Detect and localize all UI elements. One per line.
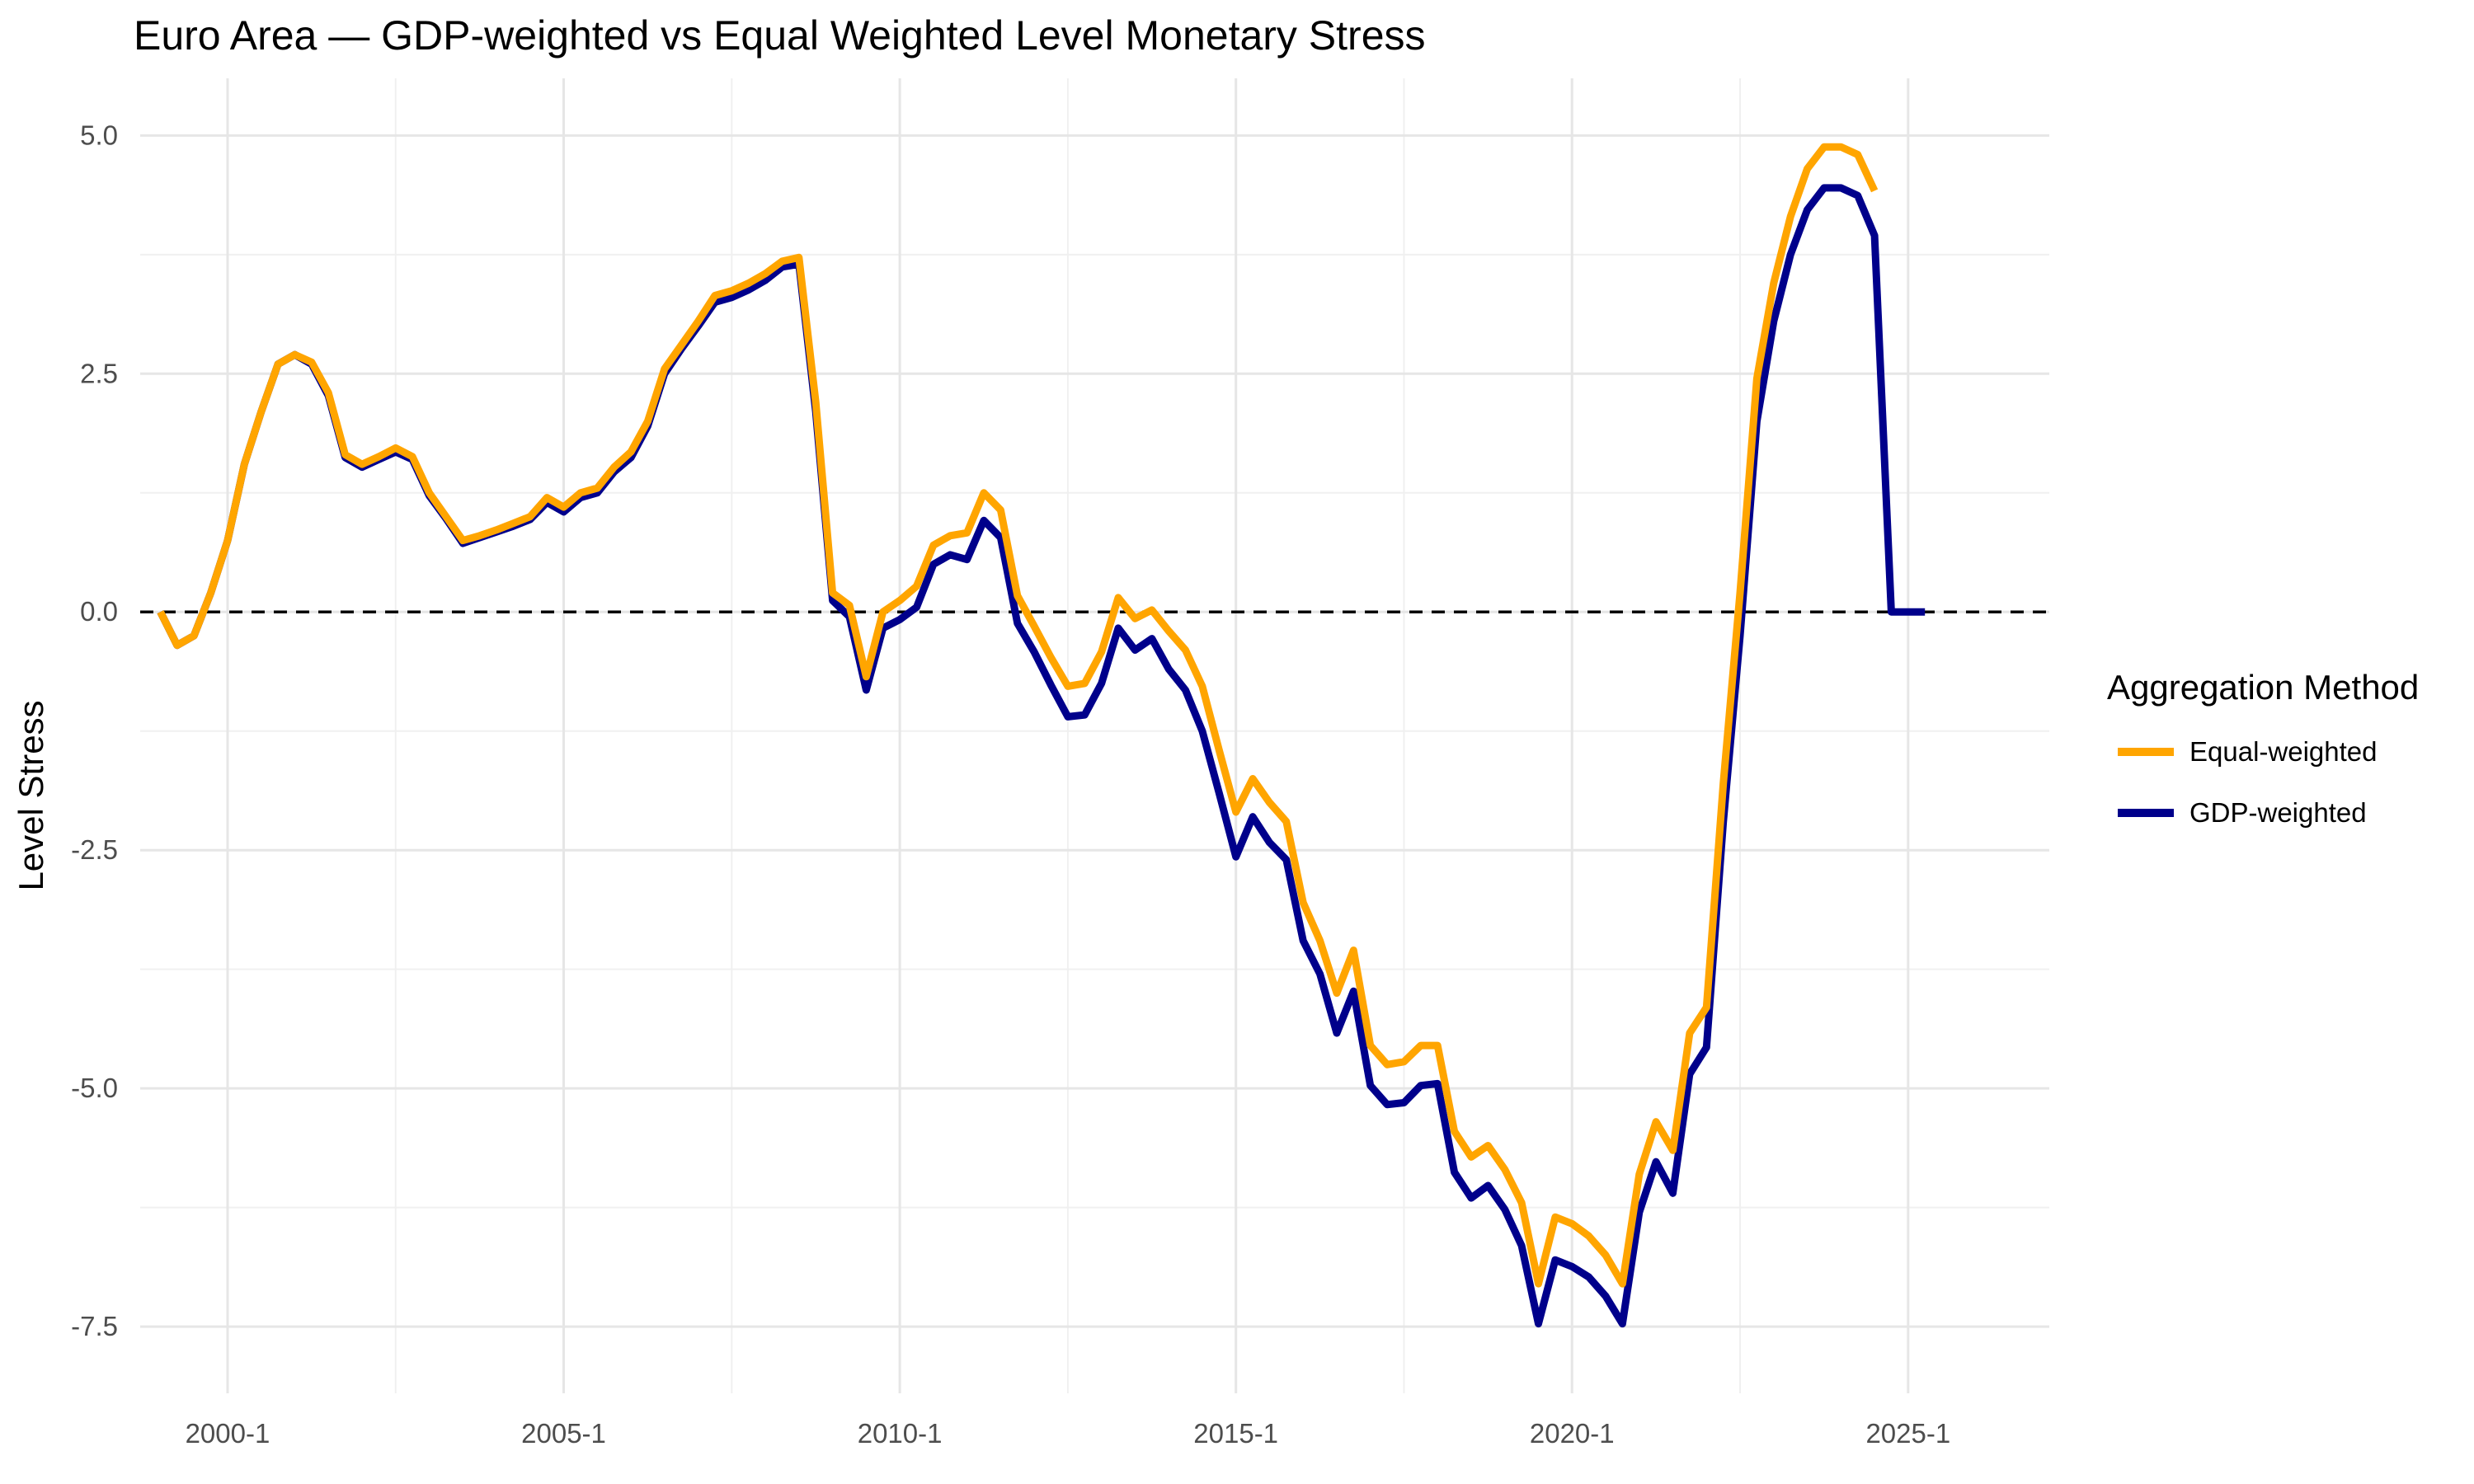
x-axis-tick-labels: 2000-1 2005-1 2010-1 2015-1 2020-1 2025-1: [186, 1418, 1951, 1449]
minor-grid: [140, 78, 2049, 1393]
chart-title: Euro Area — GDP-weighted vs Equal Weight…: [134, 12, 1426, 59]
major-grid: [140, 78, 2049, 1393]
x-tick-label: 2020-1: [1530, 1418, 1615, 1449]
y-tick-label: -5.0: [71, 1073, 118, 1103]
x-tick-label: 2005-1: [521, 1418, 606, 1449]
y-tick-label: 5.0: [80, 120, 118, 150]
legend-label-gdp-weighted: GDP-weighted: [2189, 797, 2367, 828]
x-tick-label: 2010-1: [858, 1418, 943, 1449]
x-tick-label: 2015-1: [1193, 1418, 1278, 1449]
y-tick-label: 2.5: [80, 358, 118, 388]
equal-weighted-series-line: [157, 143, 1879, 1288]
y-tick-label: -2.5: [71, 834, 118, 865]
legend-label-equal-weighted: Equal-weighted: [2189, 736, 2378, 767]
legend: Aggregation Method Equal-weighted GDP-wei…: [2107, 668, 2419, 828]
x-tick-label: 2000-1: [186, 1418, 270, 1449]
legend-items: Equal-weighted GDP-weighted: [2118, 736, 2378, 828]
y-tick-label: 0.0: [80, 596, 118, 627]
x-tick-label: 2025-1: [1865, 1418, 1950, 1449]
y-axis-label: Level Stress: [12, 700, 50, 890]
series-lines: [157, 143, 1926, 1328]
y-tick-label: -7.5: [71, 1311, 118, 1341]
gdp-weighted-series-line: [157, 184, 1926, 1328]
y-axis-tick-labels: 5.0 2.5 0.0 -2.5 -5.0 -7.5: [71, 120, 118, 1341]
legend-title: Aggregation Method: [2107, 668, 2419, 707]
